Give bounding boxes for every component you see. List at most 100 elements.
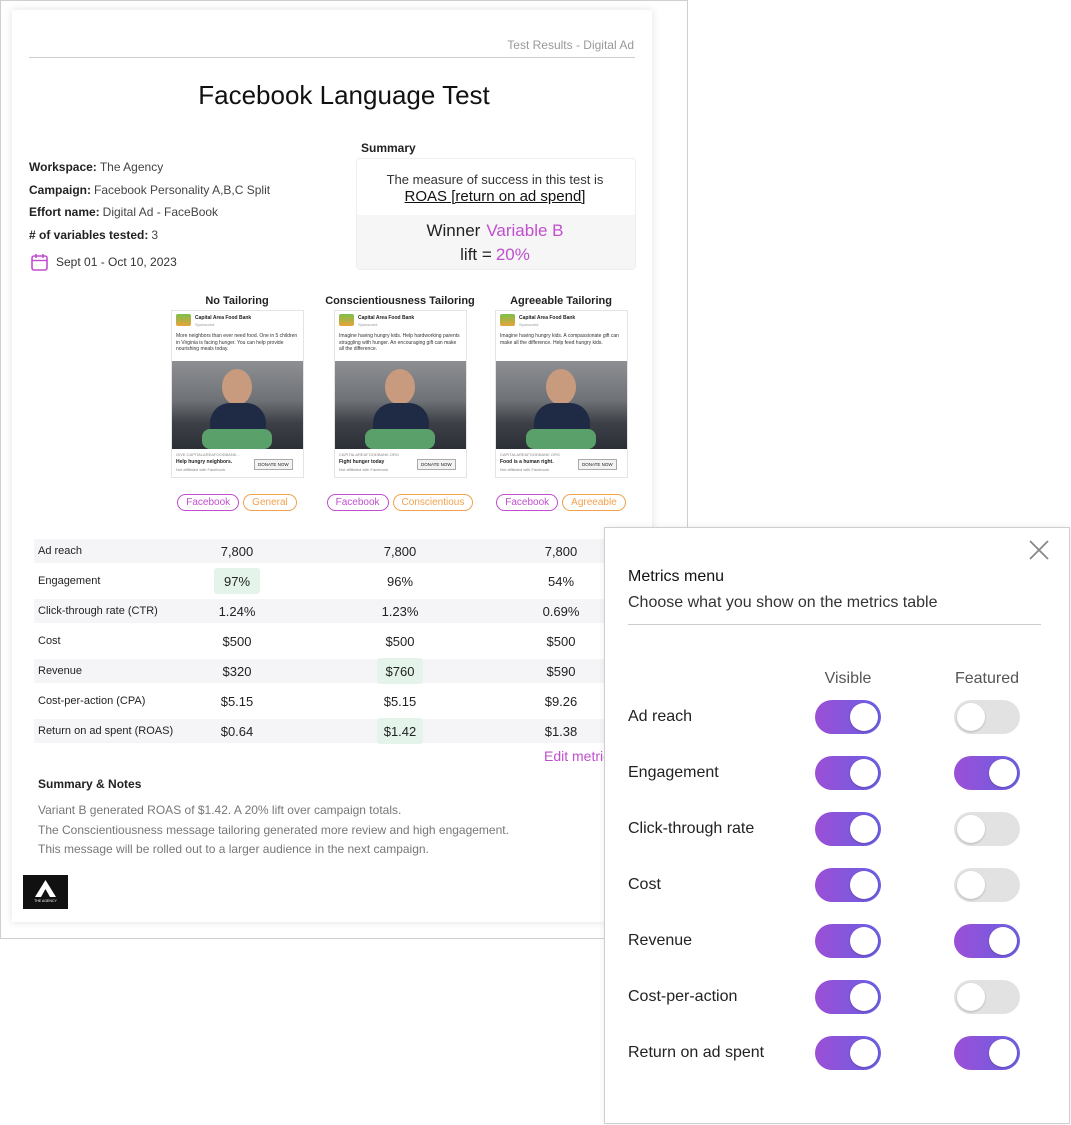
metric-option: Engagement (628, 764, 719, 781)
ad-disclaimer: Not affiliated with Facebook (500, 467, 550, 472)
toggle-switch[interactable] (815, 1036, 881, 1070)
tag[interactable]: Facebook (496, 494, 559, 511)
metric-option: Cost (628, 876, 661, 893)
detail-value: Digital Ad - FaceBook (102, 205, 219, 219)
ad-link: CAPITALAREAFOODBANK.ORG (500, 452, 560, 457)
metric-value: 0.69% (542, 604, 580, 619)
metric-value: $5.15 (220, 694, 254, 709)
measure-text: The measure of success in this test is (386, 172, 604, 187)
toggle-switch[interactable] (954, 980, 1020, 1014)
toggle-switch[interactable] (815, 924, 881, 958)
metric-value: $1.42 (383, 724, 417, 739)
highlight-cell (377, 718, 423, 744)
notes-line: Variant B generated ROAS of $1.42. A 20%… (38, 803, 402, 817)
detail-label: Campaign: (29, 182, 92, 197)
panel-title: Metrics menu (628, 568, 725, 585)
toggle-knob (850, 871, 878, 899)
ad-disclaimer: Not affiliated with Facebook (176, 467, 226, 472)
highlight-cell (214, 568, 260, 594)
header-rule (29, 57, 635, 58)
notes-line: This message will be rolled out to a lar… (38, 842, 429, 856)
ad-card: Capital Area Food Bank Sponsored More neig… (171, 310, 304, 478)
toggle-switch[interactable] (815, 868, 881, 902)
tag[interactable]: Agreeable (562, 494, 626, 511)
detail-row: # of variables tested: 3 (29, 228, 158, 242)
panel-subtitle: Choose what you show on the metrics tabl… (628, 594, 938, 611)
tag[interactable]: Facebook (177, 494, 240, 511)
tag[interactable]: Facebook (326, 494, 389, 511)
column-header: Visible (824, 670, 872, 687)
ad-link: GIVE.CAPITALAREAFOODBANK... (176, 452, 240, 457)
toggle-switch[interactable] (815, 700, 881, 734)
ad-disclaimer: Not affiliated with Facebook (339, 467, 389, 472)
ad-button[interactable]: DONATE NOW (254, 459, 293, 470)
toggle-switch[interactable] (954, 1036, 1020, 1070)
table-row-bg (34, 539, 604, 563)
toggle-knob (957, 983, 985, 1011)
date-range: Sept 01 - Oct 10, 2023 (56, 255, 177, 269)
toggle-switch[interactable] (815, 812, 881, 846)
metric-value: $5.15 (383, 694, 417, 709)
metric-value: $320 (222, 664, 252, 679)
metric-value: $9.26 (544, 694, 578, 709)
metric-value: $500 (222, 634, 252, 649)
table-row-bg (34, 599, 604, 623)
edit-link[interactable]: Edit metrics (544, 748, 618, 764)
toggle-switch[interactable] (954, 924, 1020, 958)
close-button[interactable] (1028, 539, 1050, 561)
metric-value: 7,800 (544, 544, 578, 559)
detail-row: Workspace: The Agency (29, 160, 163, 174)
ad-sponsored: Sponsored (195, 322, 215, 327)
ad-body: Imagine having hungry kids. Help hardwor… (339, 333, 460, 352)
toggle-knob (989, 927, 1017, 955)
metric-option: Return on ad spent (628, 1044, 765, 1061)
detail-label: Effort name: (29, 205, 100, 219)
ad-image-face (546, 369, 576, 405)
metric-value: $1.38 (544, 724, 578, 739)
ad-logo (339, 314, 354, 326)
ad-button[interactable]: DONATE NOW (417, 459, 456, 470)
metric-value: 7,800 (383, 544, 417, 559)
toggle-switch[interactable] (954, 812, 1020, 846)
summary-winner-bg (357, 215, 635, 269)
metric-value: 7,800 (220, 544, 254, 559)
ad-page-name: Capital Area Food Bank (358, 315, 415, 321)
ad-headline: Food is a human right. (500, 459, 554, 465)
metric-name: Engagement (38, 575, 101, 587)
measure: ROAS [return on ad spend] (404, 188, 586, 205)
toggle-switch[interactable] (815, 756, 881, 790)
ad-image-face (385, 369, 415, 405)
toggle-knob (989, 759, 1017, 787)
ad-headline: Help hungry neighbors. (176, 459, 233, 465)
ad-button[interactable]: DONATE NOW (578, 459, 617, 470)
tag-row: Facebook Conscientious (310, 494, 490, 511)
ad-sponsored: Sponsored (358, 322, 378, 327)
detail-row: Effort name: Digital Ad - FaceBook (29, 205, 218, 219)
detail-label: Workspace: (29, 160, 97, 174)
metric-option: Click-through rate (628, 820, 755, 837)
calendar-icon (31, 254, 48, 271)
detail-value: Facebook Personality A,B,C Split (94, 182, 271, 197)
ad-card: Capital Area Food Bank Sponsored Imagine h… (334, 310, 467, 478)
toggle-switch[interactable] (815, 980, 881, 1014)
metric-value: $0.64 (220, 724, 254, 739)
toggle-switch[interactable] (954, 700, 1020, 734)
detail-value: 3 (151, 227, 159, 242)
tag[interactable]: General (243, 494, 297, 511)
toggle-knob (850, 983, 878, 1011)
ad-sponsored: Sponsored (519, 322, 539, 327)
toggle-switch[interactable] (954, 868, 1020, 902)
ad-image-bag (202, 429, 272, 449)
toggle-knob (850, 927, 878, 955)
toggle-switch[interactable] (954, 756, 1020, 790)
lift-line: lift = 20% (356, 245, 634, 265)
tag[interactable]: Conscientious (392, 494, 474, 511)
toggle-knob (850, 1039, 878, 1067)
metric-option: Ad reach (628, 708, 693, 725)
column-header: Featured (954, 670, 1020, 687)
variant-title: Agreeable Tailoring (510, 295, 612, 307)
ad-logo (176, 314, 191, 326)
detail-row: Campaign: Facebook Personality A,B,C Spli… (29, 183, 270, 197)
toggle-knob (989, 1039, 1017, 1067)
